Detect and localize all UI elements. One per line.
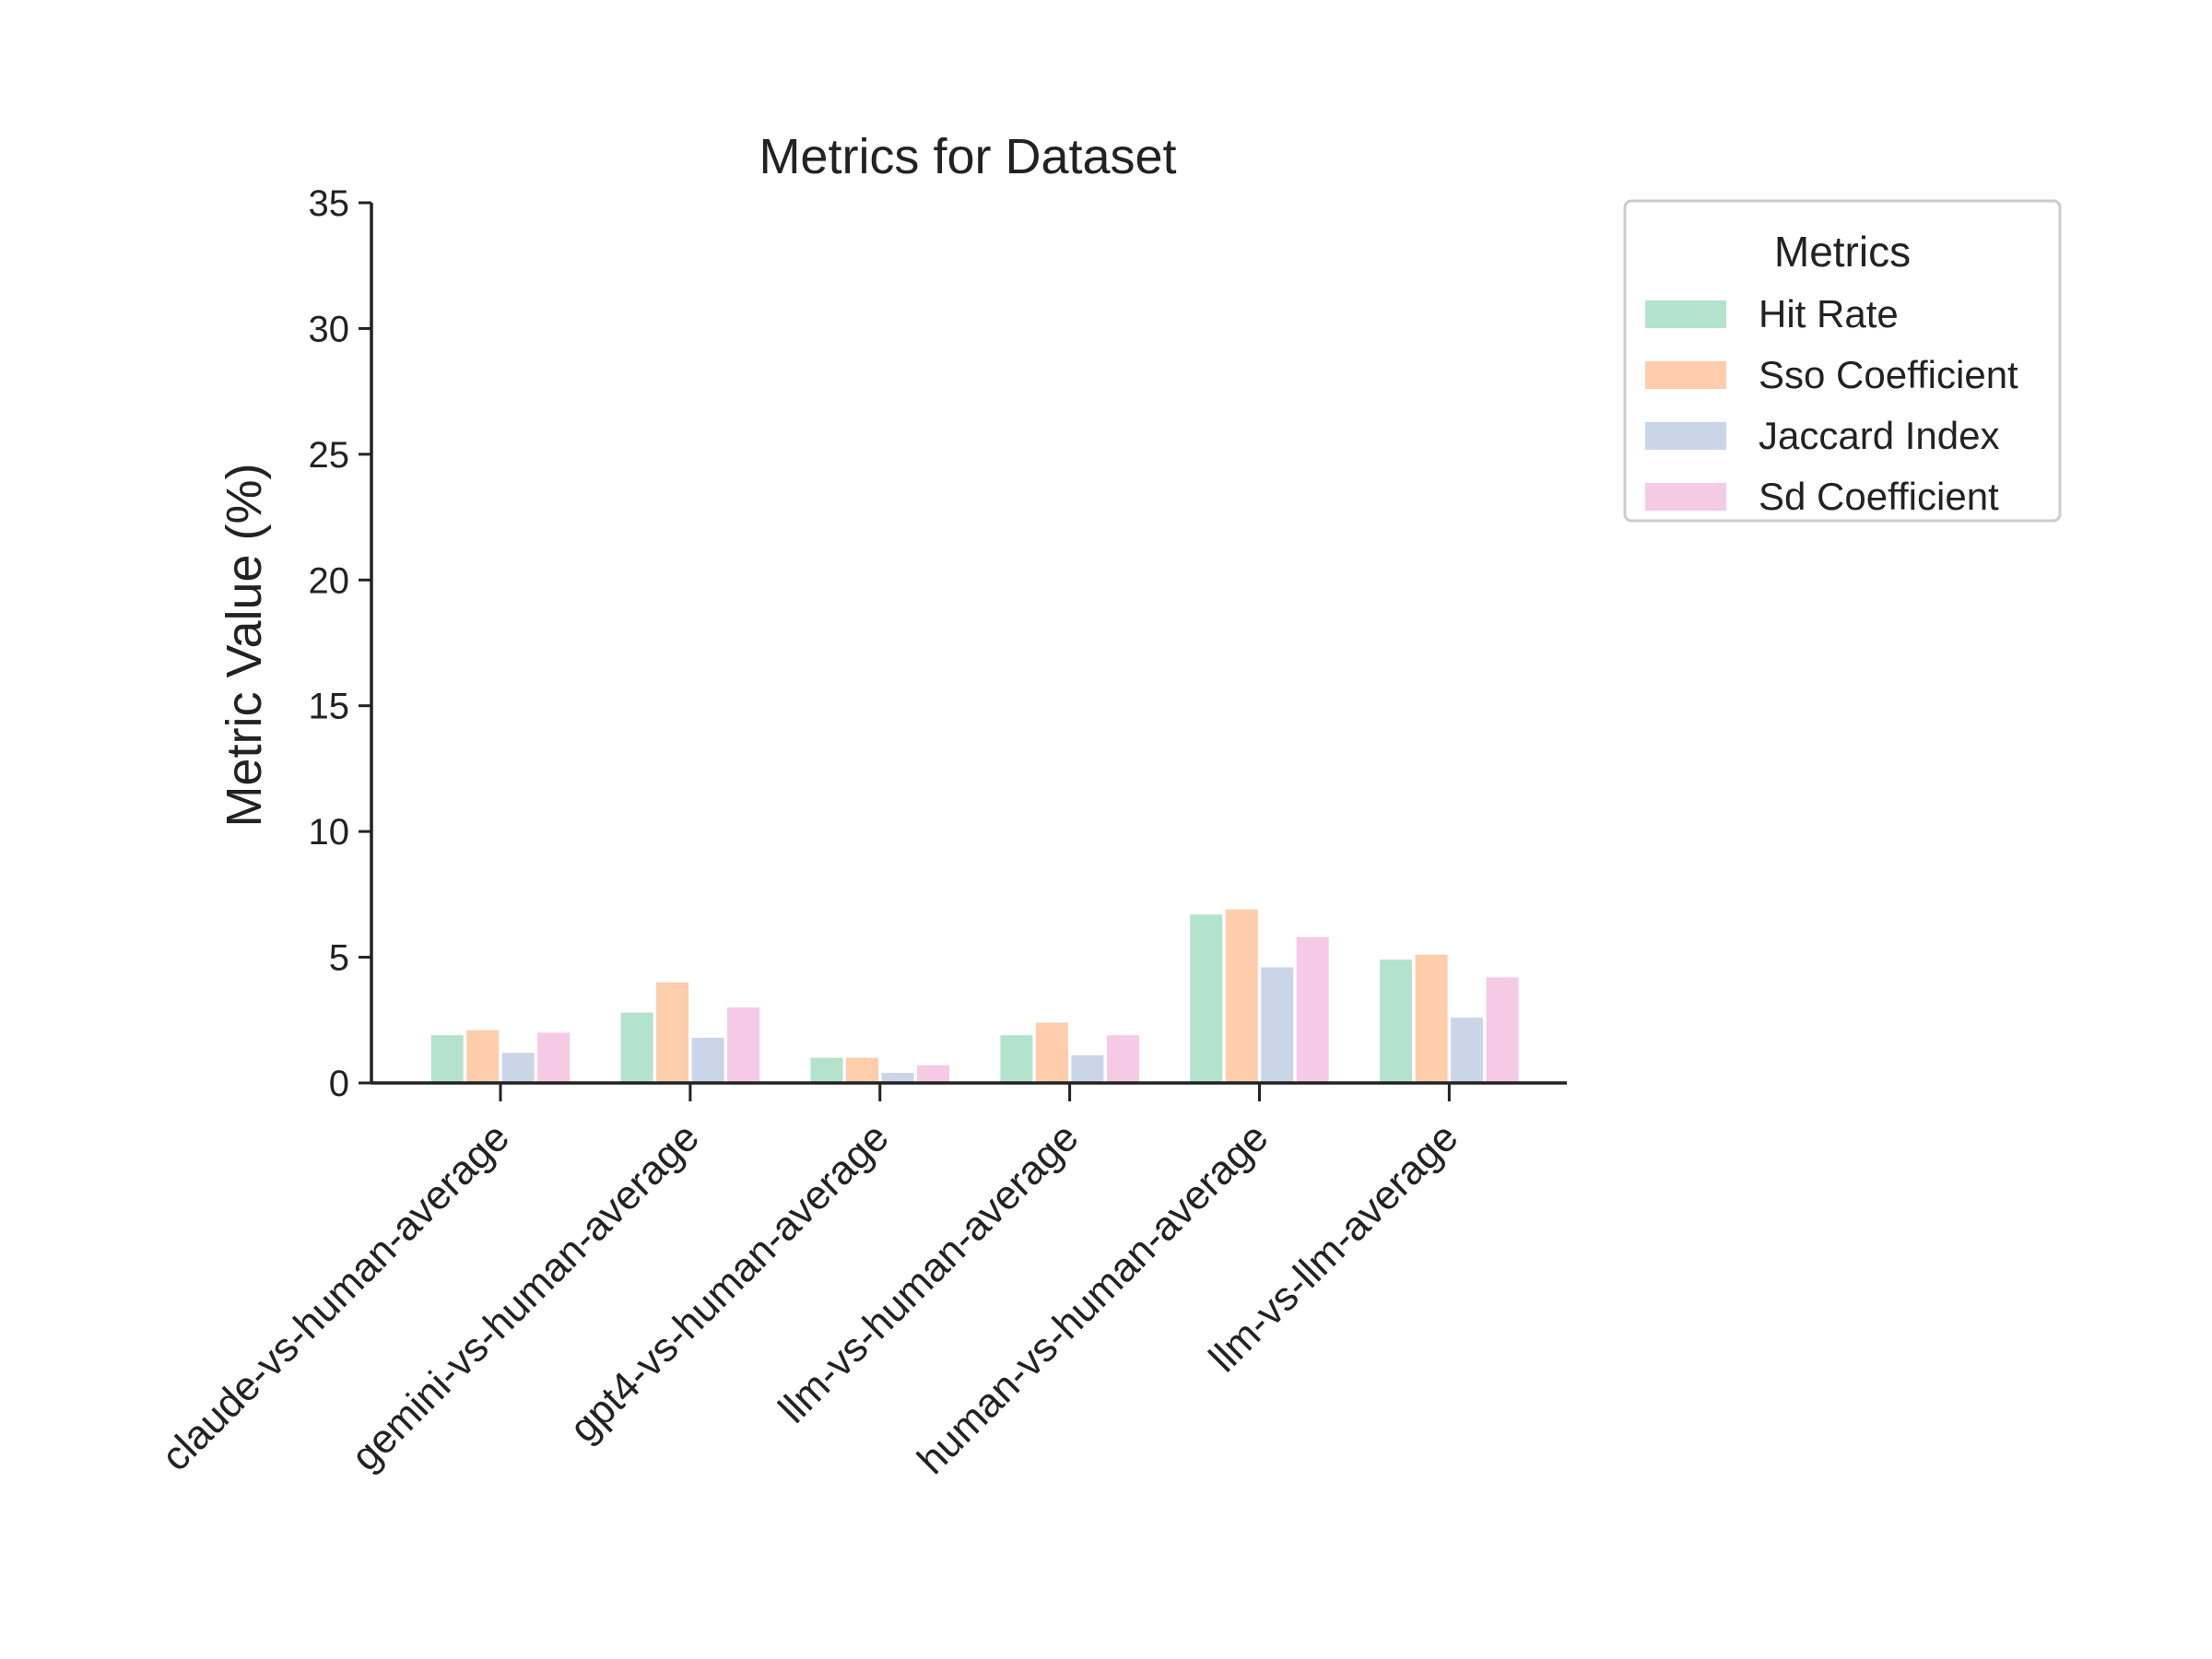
y-tick-label: 0 (329, 1064, 349, 1104)
bar-jaccard-index-human-vs-human-average (1261, 967, 1294, 1083)
bar-hit-rate-human-vs-human-average (1190, 914, 1223, 1083)
axes-layer: 0 5 10 15 20 25 30 35 claude-vs-human-averagegem… (153, 183, 1567, 1483)
bar-sd-coefficient-gemini-vs-human-average (727, 1007, 760, 1083)
bar-sso-coefficient-llm-vs-llm-average (1415, 954, 1448, 1083)
x-tick-label: human-vs-human-average (909, 1114, 1277, 1483)
y-tick-label: 25 (309, 435, 350, 476)
legend-box (1623, 199, 2062, 523)
bar-hit-rate-gemini-vs-human-average (620, 1012, 653, 1083)
legend-label: Jaccard Index (1759, 414, 1999, 457)
x-tick-label: gpt4-vs-human-average (561, 1114, 898, 1451)
bar-jaccard-index-llm-vs-llm-average (1451, 1018, 1484, 1083)
y-tick-label: 30 (309, 309, 350, 349)
bar-sso-coefficient-gemini-vs-human-average (656, 982, 689, 1083)
bar-sso-coefficient-llm-vs-human-average (1035, 1022, 1068, 1083)
x-tick-label: claude-vs-human-average (153, 1114, 518, 1479)
bar-jaccard-index-gpt4-vs-human-average (881, 1073, 914, 1083)
bar-hit-rate-llm-vs-human-average (1000, 1035, 1033, 1083)
y-tick-label: 15 (309, 687, 350, 727)
legend-swatch (1645, 483, 1726, 511)
bar-sd-coefficient-claude-vs-human-average (537, 1032, 571, 1083)
legend-swatch (1645, 422, 1726, 450)
legend-label: Hit Rate (1759, 292, 1899, 335)
legend-swatch (1645, 300, 1726, 328)
legend-title: Metrics (1774, 228, 1911, 276)
bar-jaccard-index-llm-vs-human-average (1071, 1055, 1104, 1083)
y-tick-label: 20 (309, 560, 350, 601)
chart-title: Metrics for Dataset (759, 129, 1176, 184)
legend-swatch (1645, 361, 1726, 389)
bar-sd-coefficient-llm-vs-llm-average (1486, 977, 1519, 1083)
bars-layer (430, 909, 1519, 1083)
bar-hit-rate-claude-vs-human-average (430, 1035, 464, 1083)
x-tick-label: gemini-vs-human-average (343, 1114, 708, 1479)
bar-hit-rate-llm-vs-llm-average (1380, 959, 1413, 1083)
bar-hit-rate-gpt4-vs-human-average (810, 1057, 843, 1083)
legend-label: Sso Coefficient (1759, 353, 2018, 396)
bar-sd-coefficient-human-vs-human-average (1296, 936, 1329, 1083)
bar-sd-coefficient-gpt4-vs-human-average (917, 1065, 949, 1083)
y-tick-label: 35 (309, 183, 350, 224)
bar-sso-coefficient-human-vs-human-average (1225, 909, 1258, 1083)
bar-sso-coefficient-gpt4-vs-human-average (846, 1057, 878, 1083)
legend-label: Sd Coefficient (1759, 475, 1999, 518)
bar-sd-coefficient-llm-vs-human-average (1106, 1035, 1139, 1083)
bar-sso-coefficient-claude-vs-human-average (466, 1030, 500, 1083)
bar-jaccard-index-claude-vs-human-average (501, 1053, 535, 1083)
bar-jaccard-index-gemini-vs-human-average (691, 1037, 724, 1083)
y-tick-label: 5 (329, 938, 349, 979)
legend: Metrics Hit Rate Sso Coefficient Jaccard In… (1623, 199, 2062, 523)
y-axis-label: Metric Value (%) (217, 463, 272, 827)
y-tick-label: 10 (309, 812, 350, 853)
